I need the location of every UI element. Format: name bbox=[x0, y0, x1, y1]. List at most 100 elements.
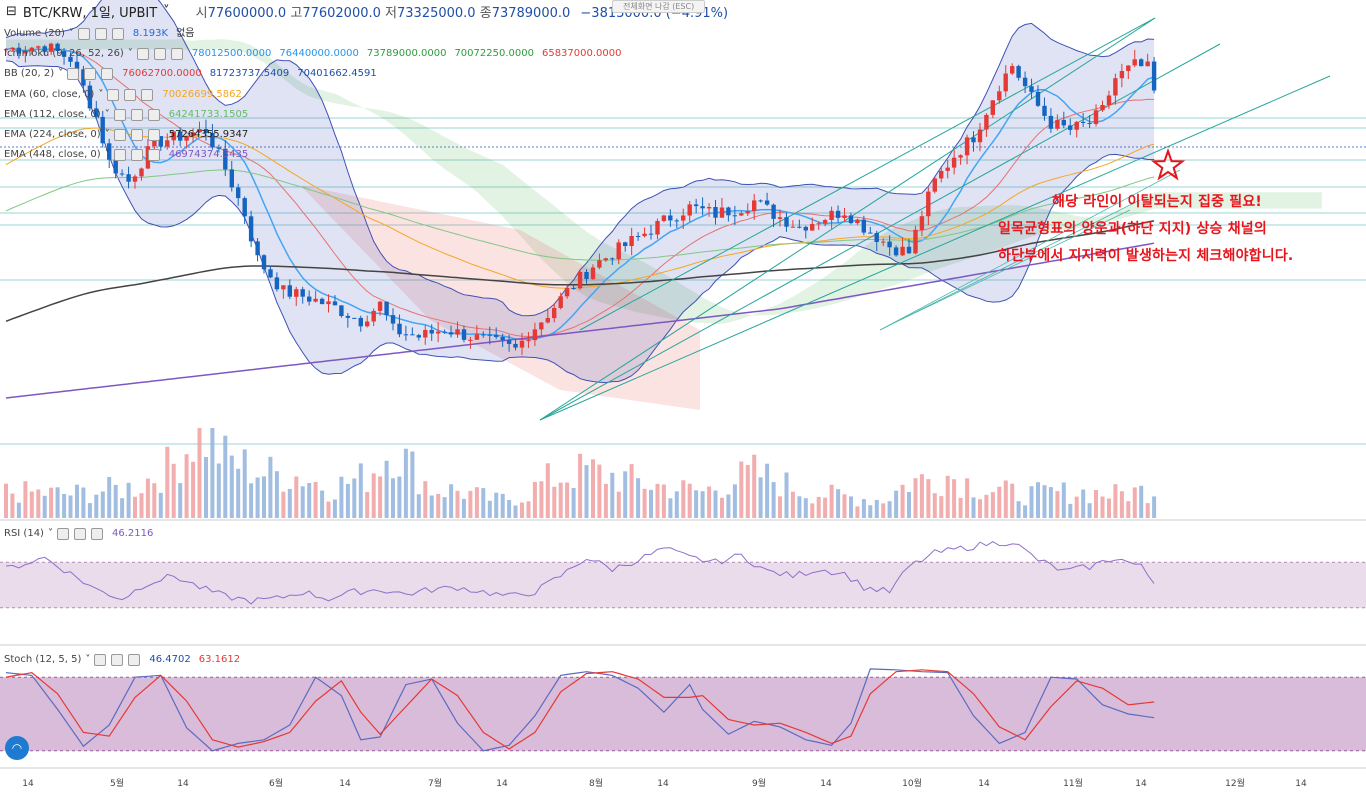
collapse-icon[interactable]: ⊟ bbox=[6, 4, 17, 19]
indicator-legend-2[interactable]: BB (20, 2) ˅ 76062700.0000 81723737.5409 704… bbox=[4, 67, 377, 81]
volume-bar bbox=[849, 496, 853, 518]
candle-body bbox=[610, 258, 615, 260]
indicator-legend-1[interactable]: Ichimoku (9, 26, 52, 26) ˅ 78012500.0000 76… bbox=[4, 47, 622, 61]
chevron-down-icon[interactable]: ˅ bbox=[47, 528, 53, 539]
eye-icon[interactable] bbox=[56, 528, 69, 540]
volume-bar bbox=[887, 501, 892, 518]
close-icon[interactable] bbox=[141, 89, 154, 101]
indicator-legend-0[interactable]: Volume (20) ˅ 8.193K 없음 bbox=[4, 27, 195, 41]
chevron-down-icon[interactable]: ˅ bbox=[58, 68, 64, 79]
volume-bar bbox=[87, 503, 92, 518]
eye-icon[interactable] bbox=[113, 129, 126, 141]
volume-bar bbox=[339, 476, 344, 518]
candle-body bbox=[700, 206, 705, 209]
close-icon[interactable] bbox=[147, 149, 160, 161]
candle-body bbox=[1093, 110, 1099, 124]
gear-icon[interactable] bbox=[94, 28, 107, 40]
chevron-down-icon[interactable]: ˅ bbox=[127, 48, 133, 59]
indicator-legend-5[interactable]: EMA (224, close, 0) ˅ 57264355.9347 bbox=[4, 128, 248, 142]
esc-hint[interactable]: 전체화면 나감 (ESC) bbox=[612, 0, 706, 13]
chevron-down-icon[interactable]: ˅ bbox=[104, 149, 110, 160]
close-icon[interactable] bbox=[90, 528, 103, 540]
indicator-legend-3[interactable]: EMA (60, close, 0) ˅ 70026699.5862 bbox=[4, 88, 242, 102]
eye-icon[interactable] bbox=[94, 654, 107, 666]
ichimoku-tenkan-line bbox=[5, 47, 1155, 341]
x-tick-label: 8월 bbox=[589, 777, 603, 789]
eye-icon[interactable] bbox=[77, 28, 90, 40]
candle-body bbox=[436, 331, 441, 334]
candle-body bbox=[1151, 61, 1157, 91]
candle-body bbox=[119, 173, 125, 175]
candle-body bbox=[448, 332, 454, 335]
eye-icon[interactable] bbox=[113, 149, 126, 161]
eye-icon[interactable] bbox=[107, 89, 120, 101]
chart-header: ⊟ BTC/KRW, 1일, UPBIT ˅ 시77600000.0 고77602… bbox=[6, 2, 728, 21]
close-icon[interactable] bbox=[101, 68, 114, 80]
candle-body bbox=[481, 334, 486, 336]
stoch-pane bbox=[0, 668, 1366, 752]
ema-112-line bbox=[5, 169, 1155, 261]
candle-body bbox=[1016, 66, 1021, 78]
eye-icon[interactable] bbox=[67, 68, 80, 80]
gear-icon[interactable] bbox=[73, 528, 86, 540]
chevron-down-icon[interactable]: ˅ bbox=[98, 89, 104, 100]
candle-body bbox=[494, 334, 499, 337]
gear-icon[interactable] bbox=[124, 89, 137, 101]
volume-bar bbox=[520, 502, 524, 518]
stoch-legend[interactable]: Stoch (12, 5, 5) ˅ 46.4702 63.1612 bbox=[4, 653, 240, 667]
candle-body bbox=[1132, 59, 1137, 66]
volume-bar bbox=[184, 454, 189, 518]
rsi-legend[interactable]: RSI (14) ˅ 46.2116 bbox=[4, 527, 153, 541]
gear-icon[interactable] bbox=[84, 68, 97, 80]
candle-body bbox=[642, 233, 647, 237]
close-icon[interactable] bbox=[147, 109, 160, 121]
indicator-legend-6[interactable]: EMA (448, close, 0) ˅ 46974374.3435 bbox=[4, 148, 248, 162]
volume-bar bbox=[1119, 491, 1124, 518]
close-icon[interactable] bbox=[111, 28, 124, 40]
volume-bar bbox=[932, 493, 937, 518]
candle-body bbox=[365, 321, 370, 327]
volume-bar bbox=[16, 502, 21, 518]
annotation-line-1: 해당 라인이 이탈되는지 집중 필요! bbox=[1052, 194, 1263, 210]
gear-icon[interactable] bbox=[153, 48, 166, 60]
indicator-legend-4[interactable]: EMA (112, close, 0) ˅ 64241733.1505 bbox=[4, 108, 248, 122]
bollinger-fill bbox=[6, 0, 1155, 383]
candle-body bbox=[706, 207, 712, 209]
candle-body bbox=[674, 220, 679, 222]
chevron-down-icon[interactable]: ˅ bbox=[104, 109, 110, 120]
chevron-down-icon[interactable]: ˅ bbox=[68, 28, 74, 39]
eye-icon[interactable] bbox=[113, 109, 126, 121]
candle-body bbox=[1087, 123, 1092, 124]
eye-icon[interactable] bbox=[136, 48, 149, 60]
close-icon[interactable] bbox=[147, 129, 160, 141]
volume-bar bbox=[197, 428, 202, 518]
chevron-down-icon[interactable]: ˅ bbox=[85, 654, 91, 665]
volume-bar bbox=[868, 505, 873, 518]
candle-body bbox=[358, 317, 363, 327]
candle-body bbox=[771, 204, 776, 219]
gear-icon[interactable] bbox=[130, 149, 143, 161]
volume-bar bbox=[971, 497, 976, 518]
volume-bar bbox=[661, 484, 666, 518]
volume-bar bbox=[474, 487, 479, 518]
chevron-down-icon[interactable]: ˅ bbox=[163, 4, 170, 19]
gear-icon[interactable] bbox=[130, 109, 143, 121]
x-tick-label: 14 bbox=[339, 779, 351, 789]
volume-bar bbox=[410, 451, 415, 518]
volume-bar bbox=[649, 489, 653, 518]
gear-icon[interactable] bbox=[130, 129, 143, 141]
x-tick-label: 14 bbox=[820, 779, 832, 789]
tradingview-logo-icon[interactable]: ◠ bbox=[5, 736, 29, 760]
star-icon bbox=[1150, 147, 1186, 181]
symbol-label[interactable]: BTC/KRW, 1일, UPBIT bbox=[22, 6, 158, 21]
chevron-down-icon[interactable]: ˅ bbox=[104, 129, 110, 140]
gear-icon[interactable] bbox=[111, 654, 124, 666]
ema-448-line bbox=[5, 242, 1155, 399]
candle-body bbox=[326, 301, 331, 305]
close-icon[interactable] bbox=[128, 654, 141, 666]
candle-body bbox=[410, 334, 415, 336]
close-icon[interactable] bbox=[170, 48, 183, 60]
candle-body bbox=[416, 335, 421, 338]
candle-body bbox=[390, 315, 396, 324]
